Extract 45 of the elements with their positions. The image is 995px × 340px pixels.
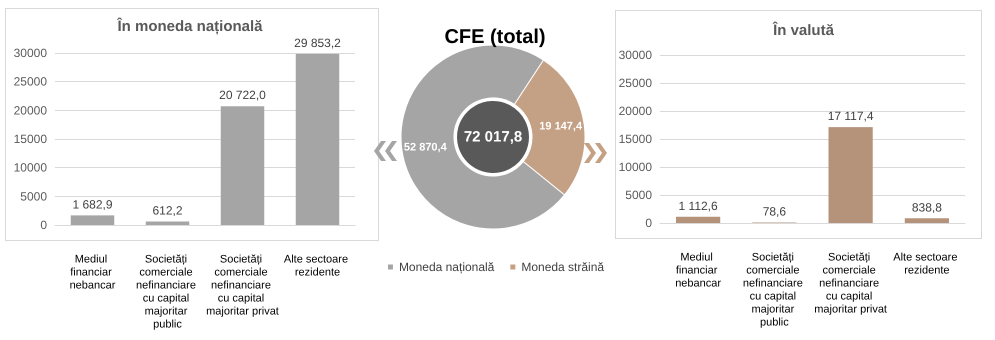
- legend-label: Moneda națională: [398, 260, 495, 274]
- bar: [904, 218, 949, 223]
- data-label: 19 147,4: [539, 120, 583, 132]
- y-tick-label: 20000: [618, 104, 652, 118]
- bar: [220, 106, 264, 225]
- y-tick-label: 10000: [618, 160, 652, 174]
- x-tick-label: Societăți comerciale nefinanciare cu capital majoritar public: [742, 252, 806, 328]
- x-tick-label: Mediul financiar nebancar: [675, 252, 722, 290]
- bar: [70, 215, 114, 225]
- data-label: 29 853,2: [294, 36, 342, 50]
- y-tick-label: 0: [645, 216, 652, 230]
- data-label: 1 682,9: [72, 197, 113, 212]
- y-tick-label: 0: [40, 218, 48, 232]
- y-tick-label: 10000: [14, 160, 48, 175]
- x-tick-label: Societăți comerciale nefinanciare cu capital majoritar public: [136, 254, 199, 330]
- y-tick-label: 30000: [14, 46, 48, 60]
- chart-title: CFE (total): [444, 26, 546, 48]
- bar: [296, 54, 340, 225]
- y-tick-label: 20000: [14, 103, 48, 118]
- y-tick-label: 30000: [618, 48, 652, 62]
- data-label: 78,6: [762, 204, 786, 219]
- data-label: 612,2: [152, 203, 183, 218]
- data-label: 838,8: [912, 200, 942, 214]
- bar: [676, 216, 720, 223]
- data-label: 20 722,0: [219, 88, 266, 102]
- y-tick-label: 5000: [625, 188, 652, 202]
- chart-title: În moneda națională: [116, 17, 264, 35]
- data-label: 17 117,4: [828, 109, 874, 124]
- y-tick-label: 15000: [618, 132, 652, 146]
- y-tick-label: 15000: [14, 132, 48, 146]
- data-label: 1 112,6: [678, 198, 718, 213]
- text: 72 017,8: [464, 128, 522, 146]
- x-tick-label: Mediul financiar nebancar: [70, 254, 116, 292]
- data-label: 52 870,4: [404, 142, 448, 154]
- chart-title: În valută: [772, 21, 835, 39]
- x-tick-label: Alte sectoare rezidente: [893, 252, 961, 276]
- bar: [146, 221, 190, 225]
- legend-label: Moneda străină: [521, 260, 604, 274]
- bar: [828, 127, 873, 223]
- y-tick-label: 25000: [618, 76, 652, 90]
- y-tick-label: 5000: [20, 189, 48, 204]
- x-tick-label: Societăți comerciale nefinanciare cu capital majoritar privat: [206, 254, 279, 318]
- y-tick-label: 25000: [14, 74, 48, 89]
- x-tick-label: Alte sectoare rezidente: [284, 254, 352, 278]
- x-tick-label: Societăți comerciale nefinanciare cu capital majoritar privat: [814, 252, 887, 316]
